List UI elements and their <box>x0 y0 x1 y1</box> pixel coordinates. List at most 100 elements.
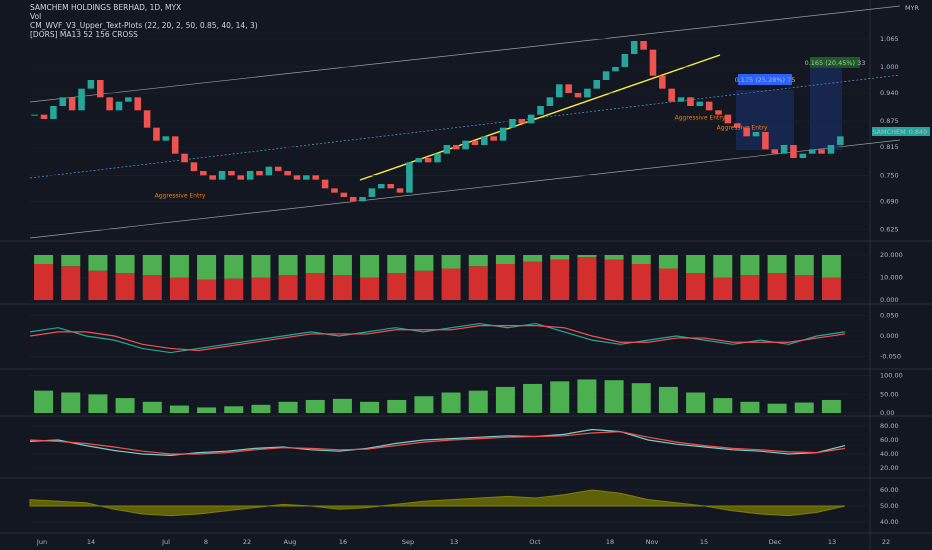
bar <box>713 398 733 413</box>
y-tick-label: 0.875 <box>880 117 899 125</box>
y-tick-label: 10.000 <box>880 274 903 282</box>
x-tick-label: 22 <box>243 538 251 546</box>
candle <box>509 119 516 128</box>
y-tick-label: 0.00 <box>880 409 894 417</box>
candle <box>424 158 432 163</box>
bar <box>740 401 760 413</box>
indicator-label: [DORS] MA13 52 156 CROSS <box>30 30 138 39</box>
candle <box>574 93 582 98</box>
candle <box>743 127 750 137</box>
candle <box>87 80 95 89</box>
bar <box>142 401 162 413</box>
candle <box>115 101 123 111</box>
candle <box>565 84 572 93</box>
bar <box>360 277 380 300</box>
bar <box>577 255 597 258</box>
bar <box>767 403 787 413</box>
bar <box>34 390 54 413</box>
candle <box>134 97 142 111</box>
candle <box>190 162 198 171</box>
bar <box>577 257 597 300</box>
candle <box>677 97 685 102</box>
currency: MYR <box>905 4 920 12</box>
bar <box>468 255 488 267</box>
bar <box>360 255 380 278</box>
price-tag <box>906 127 930 136</box>
candle <box>265 166 273 176</box>
candle <box>256 171 263 176</box>
bar <box>523 383 543 413</box>
x-tick-label: Oct <box>529 538 541 546</box>
candle <box>378 184 385 189</box>
bar <box>604 259 624 300</box>
bar <box>686 273 706 300</box>
candle <box>705 101 713 111</box>
bar <box>88 255 108 271</box>
line <box>29 428 846 457</box>
x-tick-label: Sep <box>402 538 414 546</box>
bar <box>767 255 787 273</box>
candle <box>808 149 816 154</box>
candle <box>415 158 423 163</box>
y-tick-label: 0.000 <box>880 296 899 304</box>
candle <box>602 71 610 80</box>
candle <box>396 188 404 193</box>
bar <box>441 268 461 300</box>
area <box>29 489 846 517</box>
bar <box>495 264 515 300</box>
symbol-label: SAMCHEM <box>872 128 905 136</box>
measure-tag <box>738 74 792 85</box>
candle <box>546 97 554 106</box>
bar <box>468 266 488 300</box>
candle <box>434 153 441 163</box>
bar <box>686 392 706 413</box>
x-tick-label: 8 <box>204 538 208 546</box>
candle <box>331 188 338 193</box>
bar <box>713 277 733 300</box>
candle <box>303 175 310 180</box>
bar <box>414 396 434 413</box>
candle <box>537 106 544 115</box>
candle <box>125 97 132 102</box>
bar <box>251 255 271 278</box>
line <box>29 325 846 352</box>
bar <box>332 255 352 276</box>
candle <box>818 149 825 154</box>
candle <box>696 101 704 106</box>
measure-tag <box>810 57 860 68</box>
measure-label: 0.165 (20.45%) 33 <box>805 59 866 67</box>
x-tick-label: Nov <box>646 538 659 546</box>
candle <box>771 149 779 154</box>
bar <box>278 255 298 276</box>
bar <box>468 390 488 413</box>
bar <box>251 277 271 300</box>
candle <box>368 188 376 197</box>
bar <box>794 255 814 276</box>
bar <box>115 398 135 413</box>
candle <box>621 54 629 67</box>
y-tick-label: 50.00 <box>880 390 899 398</box>
bar <box>658 255 678 269</box>
x-tick-label: 22 <box>882 538 890 546</box>
candle <box>687 97 694 106</box>
bar <box>794 402 814 413</box>
y-tick-label: 0.050 <box>880 311 899 319</box>
candle <box>499 127 507 141</box>
y-tick-label: 40.00 <box>880 518 899 526</box>
bar <box>61 266 81 300</box>
candle <box>321 179 329 189</box>
candle <box>612 67 619 72</box>
bar <box>115 273 135 300</box>
y-tick-label: 0.750 <box>880 171 899 179</box>
bar <box>278 275 298 300</box>
candle <box>50 106 57 119</box>
y-tick-label: 60.00 <box>880 486 899 494</box>
candle <box>246 171 254 180</box>
bar <box>88 394 108 413</box>
candle <box>790 145 797 158</box>
bar <box>686 255 706 273</box>
candle <box>827 145 835 154</box>
candle <box>668 88 675 102</box>
candle <box>630 41 638 54</box>
